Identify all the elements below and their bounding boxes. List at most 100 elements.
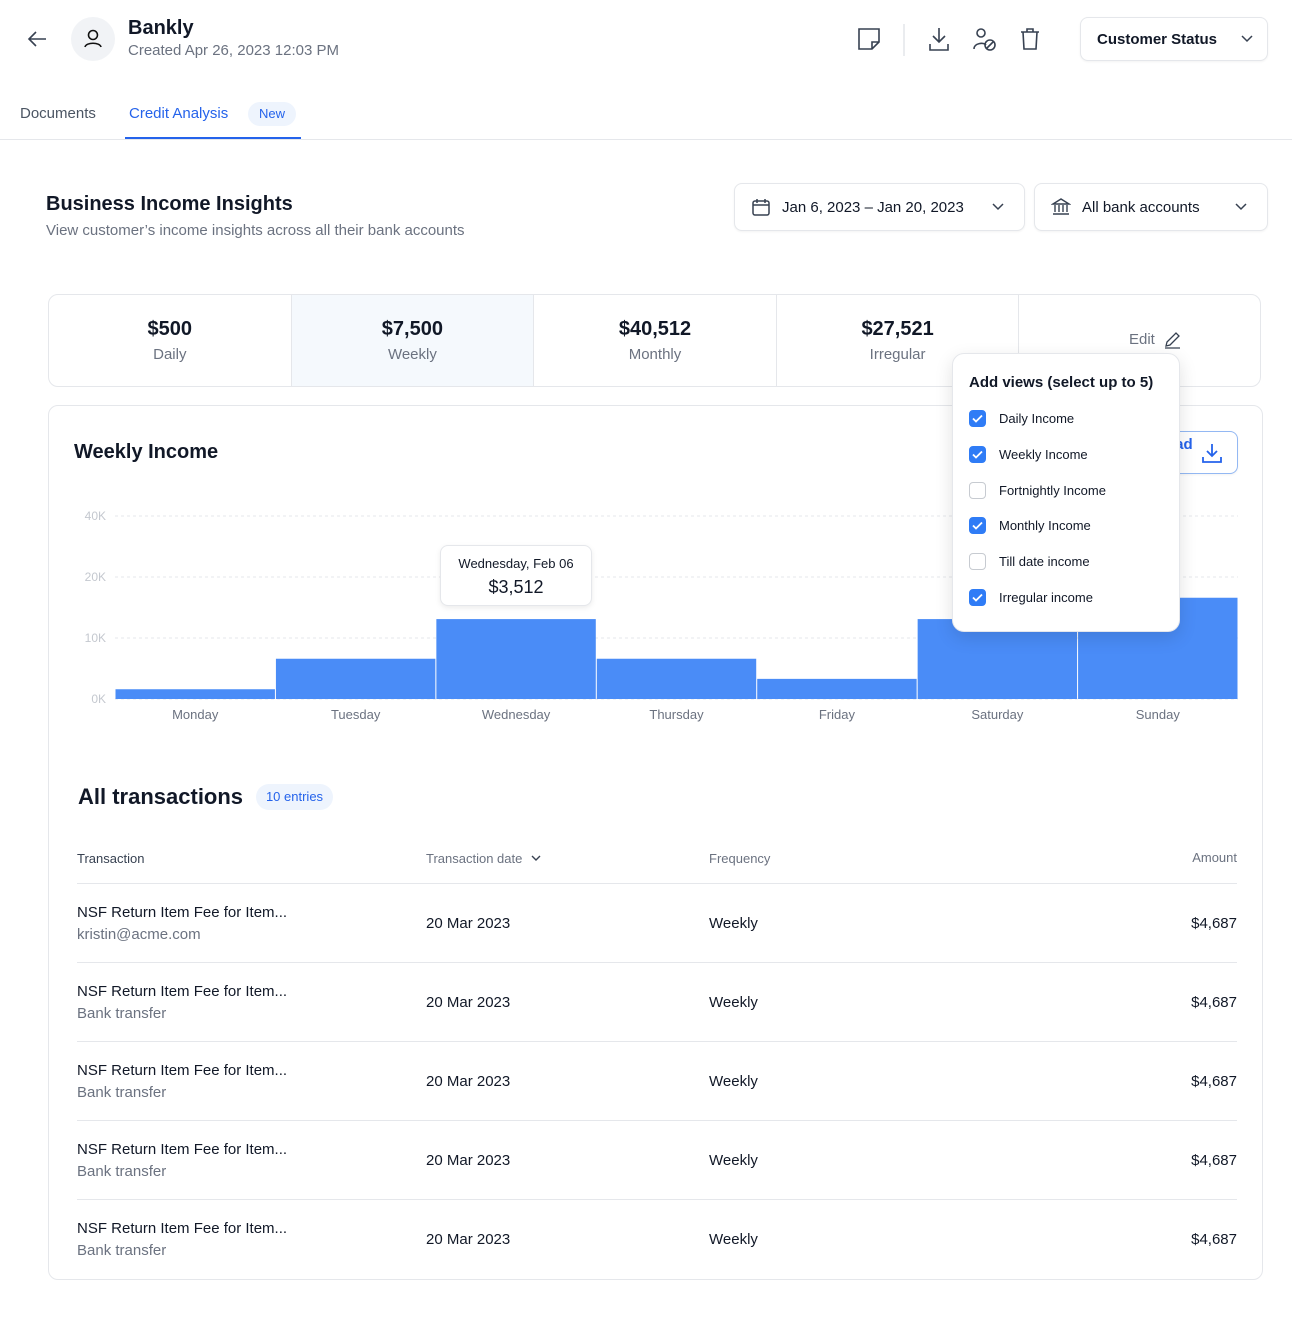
sort-icon [531, 855, 541, 861]
transaction-name: NSF Return Item Fee for Item... [77, 1141, 288, 1158]
tab[interactable]: Documents [20, 105, 96, 122]
tooltip-value: $3,512 [488, 577, 544, 597]
status-label: Customer Status [1097, 30, 1218, 48]
column-header[interactable]: Transaction date [426, 851, 541, 866]
transaction-name: NSF Return Item Fee for Item... [77, 1062, 288, 1079]
checkbox [969, 517, 986, 535]
transaction-row: NSF Return Item Fee for Item... Bank tran… [77, 1121, 1237, 1200]
transaction-frequency: Weekly [709, 994, 758, 1011]
x-tick-label: Monday [172, 707, 219, 722]
date-range-dropdown[interactable]: Jan 6, 2023 – Jan 20, 2023 [734, 183, 1025, 231]
edit-button[interactable]: Edit [1129, 331, 1181, 349]
view-option[interactable]: Weekly Income [969, 445, 1088, 463]
option-label: Irregular income [999, 590, 1093, 605]
summary-value: $500 [147, 318, 193, 340]
summary-cell[interactable]: $7,500 Weekly [291, 295, 535, 386]
accounts-dropdown[interactable]: All bank accounts [1034, 183, 1268, 231]
avatar [71, 17, 115, 61]
x-tick-label: Tuesday [331, 707, 381, 722]
edit-icon [1164, 332, 1180, 349]
transaction-row: NSF Return Item Fee for Item... Bank tran… [77, 1200, 1237, 1279]
transaction-amount: $4,687 [1191, 1231, 1237, 1248]
bar [115, 689, 275, 699]
transaction-detail: Bank transfer [77, 1084, 167, 1101]
transaction-amount: $4,687 [1191, 1152, 1237, 1169]
bar [917, 619, 1078, 699]
x-tick-label: Thursday [649, 707, 704, 722]
option-label: Monthly Income [999, 518, 1091, 534]
view-option[interactable]: Daily Income [969, 410, 1074, 427]
checkbox [969, 481, 986, 499]
view-option[interactable]: Monthly Income [969, 517, 1091, 535]
option-label: Till date income [999, 554, 1090, 570]
transaction-date: 20 Mar 2023 [426, 1231, 511, 1248]
y-tick-label: 10K [85, 631, 106, 645]
transactions-title: All transactions [78, 784, 244, 809]
transaction-name: NSF Return Item Fee for Item... [77, 1220, 288, 1237]
section-title: Business Income Insights [46, 193, 293, 215]
option-label: Fortnightly Income [999, 482, 1106, 498]
summary-cell[interactable]: $27,521 Irregular [777, 295, 1020, 386]
tab-divider [0, 139, 1292, 140]
y-tick-label: 40K [85, 509, 106, 523]
date-range: Jan 6, 2023 – Jan 20, 2023 [782, 198, 964, 216]
transaction-row: NSF Return Item Fee for Item... Bank tran… [77, 963, 1237, 1042]
check [972, 414, 983, 423]
transaction-frequency: Weekly [709, 1231, 758, 1248]
chevron [1241, 35, 1253, 43]
tab-active[interactable]: Credit Analysis [129, 105, 229, 122]
summary-label: Daily [153, 346, 187, 363]
y-tick-label: 0K [91, 692, 106, 706]
bank-icon [1051, 198, 1071, 215]
main-card [48, 405, 1263, 1280]
edit-label: Edit [1129, 331, 1155, 348]
transaction-row: NSF Return Item Fee for Item... kristin@a… [77, 884, 1237, 963]
summary-label: Irregular [869, 346, 926, 363]
column-header[interactable]: Amount [1192, 850, 1237, 865]
customer-name: Bankly [128, 17, 194, 39]
check [972, 593, 983, 602]
summary-value: $7,500 [381, 318, 443, 340]
accounts: All bank accounts [1082, 198, 1200, 216]
summary-value: $27,521 [861, 318, 934, 340]
transaction-detail: Bank transfer [77, 1163, 167, 1180]
back-button[interactable] [26, 29, 48, 49]
bar [757, 678, 917, 699]
check [972, 450, 983, 459]
transaction-date: 20 Mar 2023 [426, 915, 511, 932]
check [972, 522, 983, 531]
transaction-detail: Bank transfer [77, 1242, 167, 1259]
transaction-date: 20 Mar 2023 [426, 1073, 511, 1090]
transaction-detail: kristin@acme.com [77, 926, 201, 943]
checkbox [969, 410, 986, 427]
summary-value: $40,512 [618, 318, 692, 340]
column-header[interactable]: Frequency [709, 851, 771, 866]
tooltip: Wednesday, Feb 06 $3,512 [440, 545, 592, 606]
created-date: Created Apr 26, 2023 12:03 PM [128, 42, 339, 59]
transaction-detail: Bank transfer [77, 1005, 167, 1022]
option-label: Daily Income [999, 411, 1075, 426]
transaction-amount: $4,687 [1191, 994, 1237, 1011]
chart-title: Weekly Income [74, 441, 219, 463]
toolbar-icons[interactable] [850, 20, 1050, 60]
view-option[interactable]: Till date income [969, 553, 1090, 571]
transaction-frequency: Weekly [709, 915, 758, 932]
column-label: Transaction date [426, 851, 523, 866]
summary-cell[interactable]: $40,512 Monthly [534, 295, 777, 386]
transaction-amount: $4,687 [1191, 1073, 1237, 1090]
summary-cell[interactable]: $500 Daily [49, 295, 292, 386]
transaction-date: 20 Mar 2023 [426, 1152, 511, 1169]
x-tick-label: Friday [819, 707, 856, 722]
option-label: Weekly Income [999, 446, 1088, 462]
checkbox [969, 553, 986, 571]
status-dropdown[interactable]: Customer Status [1080, 17, 1268, 61]
views-popover: Add views (select up to 5) Daily Income W… [952, 353, 1180, 632]
bar [596, 658, 757, 699]
bar [275, 658, 436, 699]
tab-underline [125, 137, 301, 139]
view-option[interactable]: Fortnightly Income [969, 481, 1106, 499]
header-divider [77, 883, 1237, 884]
view-option[interactable]: Irregular income [969, 589, 1093, 606]
column-header[interactable]: Transaction [77, 851, 145, 866]
chart: 0K 10K 20K 40K Monday Tuesday Wednesday Thursda… [85, 509, 1238, 722]
